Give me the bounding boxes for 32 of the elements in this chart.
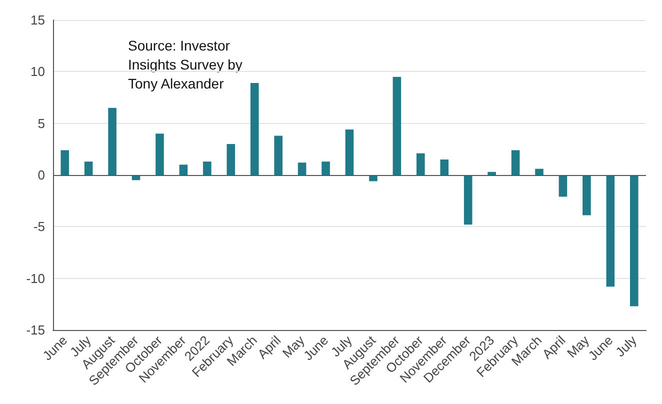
y-tick-label: -15 — [26, 322, 45, 338]
y-tick-label: 10 — [30, 64, 45, 80]
bar — [250, 83, 259, 175]
y-tick-label: 15 — [30, 12, 45, 28]
bar — [511, 150, 520, 175]
bar — [84, 162, 93, 175]
bar — [416, 153, 425, 175]
bar — [535, 168, 544, 175]
bar — [108, 108, 116, 175]
bar — [345, 130, 354, 175]
x-tick-label: July — [612, 332, 640, 360]
y-tick-label: -10 — [26, 270, 45, 286]
bar — [630, 175, 638, 306]
bar — [582, 175, 591, 216]
y-tick-label: 5 — [38, 116, 45, 131]
y-tick-label: 0 — [38, 168, 45, 182]
bar — [274, 136, 282, 175]
bar — [392, 76, 402, 175]
bar — [179, 164, 188, 175]
y-tick-label: -5 — [33, 219, 45, 234]
bar — [298, 162, 306, 175]
annotation: Source: Investor Insights Survey by Tony Alexander — [128, 38, 242, 92]
bar — [60, 150, 70, 175]
bar — [203, 162, 212, 175]
bar — [606, 175, 615, 287]
bar — [464, 175, 472, 225]
bar — [226, 144, 236, 175]
bar — [488, 172, 496, 175]
bar — [156, 134, 164, 175]
bar — [322, 162, 330, 175]
bar — [440, 160, 449, 175]
bar — [558, 175, 568, 197]
